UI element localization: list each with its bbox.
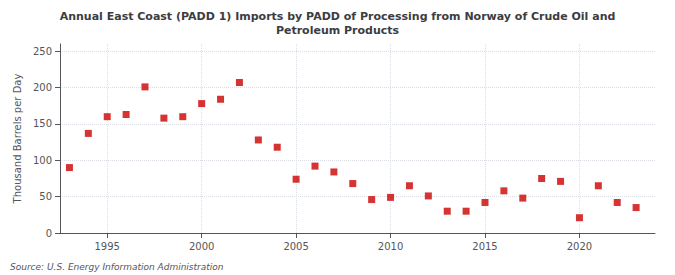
svg-text:2005: 2005	[283, 241, 308, 252]
svg-text:2000: 2000	[189, 241, 214, 252]
svg-text:Thousand Barrels per Day: Thousand Barrels per Day	[12, 74, 23, 205]
svg-text:250: 250	[33, 46, 52, 57]
svg-text:200: 200	[33, 82, 52, 93]
svg-text:Petroleum Products: Petroleum Products	[276, 24, 400, 37]
svg-text:2015: 2015	[472, 241, 497, 252]
svg-text:Annual East Coast (PADD 1) Imp: Annual East Coast (PADD 1) Imports by PA…	[60, 10, 616, 23]
svg-text:1995: 1995	[94, 241, 119, 252]
svg-text:0: 0	[46, 228, 52, 239]
svg-text:50: 50	[39, 191, 52, 202]
svg-text:Source: U.S. Energy Informatio: Source: U.S. Energy Information Administ…	[10, 262, 224, 272]
svg-text:2010: 2010	[378, 241, 403, 252]
svg-text:100: 100	[33, 155, 52, 166]
svg-text:2020: 2020	[567, 241, 592, 252]
svg-text:150: 150	[33, 118, 52, 129]
